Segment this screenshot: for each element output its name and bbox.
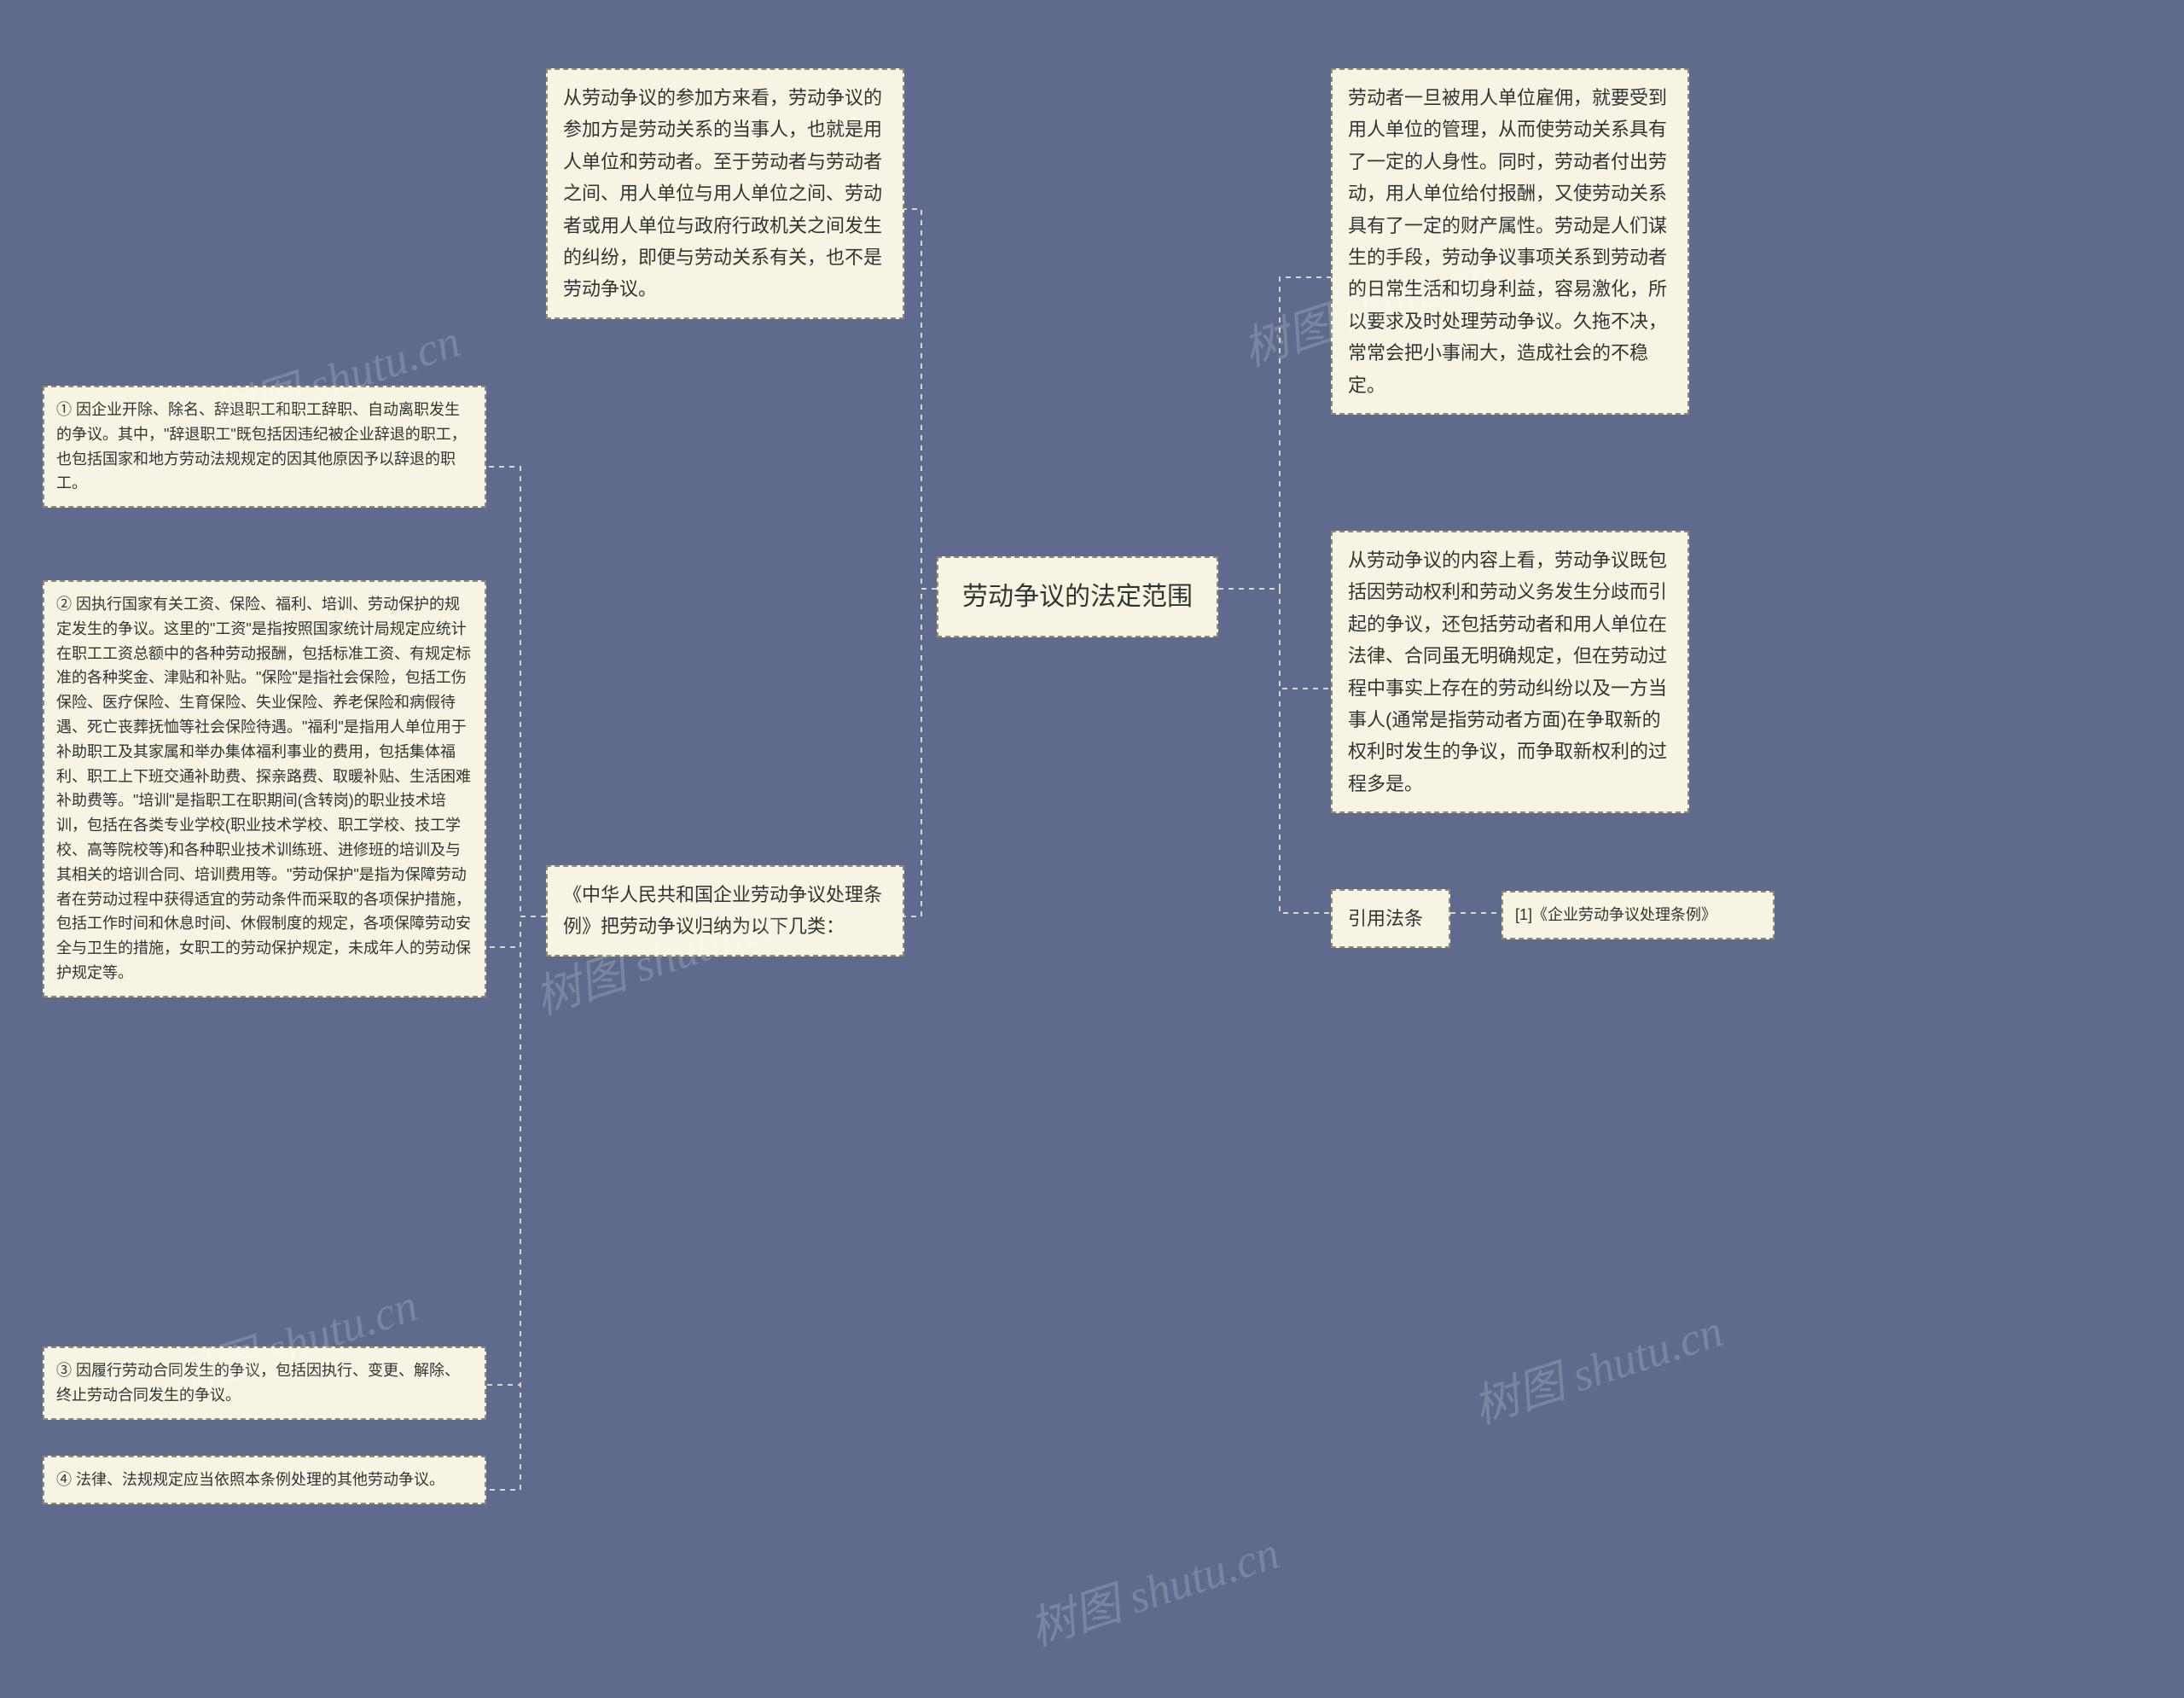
- node-r3a: [1]《企业劳动争议处理条例》: [1502, 891, 1774, 939]
- node-r2: 从劳动争议的内容上看，劳动争议既包括因劳动权利和劳动义务发生分歧而引起的争议，还…: [1331, 531, 1689, 813]
- node-l2c: ③ 因履行劳动合同发生的争议，包括因执行、变更、解除、终止劳动合同发生的争议。: [43, 1346, 486, 1420]
- node-l2b: ② 因执行国家有关工资、保险、福利、培训、劳动保护的规定发生的争议。这里的"工资…: [43, 580, 486, 997]
- node-l2a: ① 因企业开除、除名、辞退职工和职工辞职、自动离职发生的争议。其中，"辞退职工"…: [43, 386, 486, 508]
- node-l1: 从劳动争议的参加方来看，劳动争议的参加方是劳动关系的当事人，也就是用人单位和劳动…: [546, 68, 904, 319]
- watermark: 树图 shutu.cn: [1019, 1515, 1287, 1659]
- watermark: 树图 shutu.cn: [1463, 1293, 1730, 1437]
- node-l2: 《中华人民共和国企业劳动争议处理条例》把劳动争议归纳为以下几类：: [546, 865, 904, 957]
- node-r1: 劳动者一旦被用人单位雇佣，就要受到用人单位的管理，从而使劳动关系具有了一定的人身…: [1331, 68, 1689, 415]
- node-l2d: ④ 法律、法规规定应当依照本条例处理的其他劳动争议。: [43, 1456, 486, 1504]
- node-r3: 引用法条: [1331, 889, 1450, 948]
- center-node: 劳动争议的法定范围: [937, 556, 1218, 637]
